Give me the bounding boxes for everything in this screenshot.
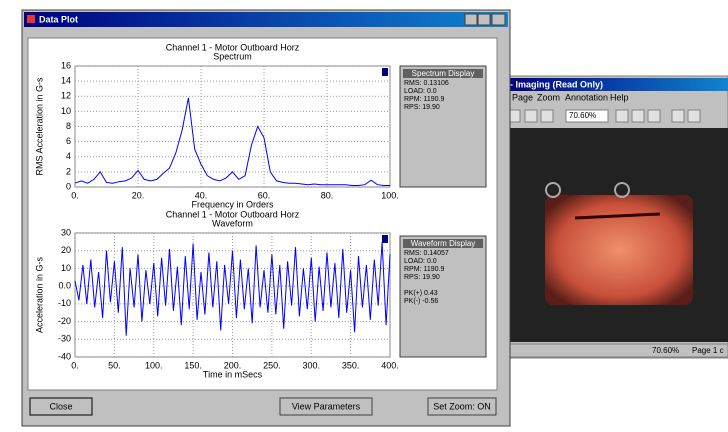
y-axis-label: RMS Acceleration in G-s — [34, 77, 44, 176]
menu-item[interactable]: Zoom — [537, 92, 560, 102]
menu-item[interactable]: Annotation — [565, 92, 608, 102]
y-tick-label: -20 — [58, 316, 71, 326]
x-tick-label: 80. — [321, 190, 334, 200]
minimize-button[interactable] — [465, 14, 477, 25]
button-label: View Parameters — [292, 401, 361, 411]
scroll-marker — [382, 235, 388, 243]
scroll-marker — [382, 68, 388, 76]
panel-line: PK(+) 0.43 — [404, 290, 438, 297]
y-tick-label: 0 — [66, 181, 71, 191]
image-content — [545, 195, 693, 305]
y-tick-label: -10 — [58, 298, 71, 308]
toolbar-button[interactable] — [525, 110, 537, 122]
window-title: Data Plot — [39, 14, 78, 24]
x-tick-label: 300. — [302, 360, 320, 370]
status-text: Page 1 c — [692, 346, 724, 355]
x-tick-label: 400. — [381, 360, 399, 370]
title-bar — [24, 12, 508, 27]
panel-line: RPM: 1190.9 — [404, 96, 444, 103]
app-icon — [27, 15, 35, 23]
panel-line: RPM: 1190.9 — [404, 266, 444, 273]
close-button[interactable] — [492, 14, 505, 25]
chart-subtitle: Waveform — [212, 218, 253, 228]
toolbar-button[interactable] — [616, 110, 628, 122]
panel-line: RPS: 19.90 — [404, 274, 440, 281]
window-title: - Imaging (Read Only) — [510, 79, 603, 89]
panel-line: RMS: 0.14057 — [404, 250, 449, 257]
panel-title: Spectrum Display — [412, 69, 475, 78]
y-tick-label: 0.0 — [58, 281, 71, 291]
x-tick-label: 100. — [381, 190, 399, 200]
zoom-value: 70.60% — [569, 111, 596, 120]
x-tick-label: 50. — [108, 360, 121, 370]
x-axis-label: Time in mSecs — [203, 369, 263, 379]
panel-line: LOAD: 0.0 — [404, 258, 437, 265]
status-text: 70.60% — [652, 346, 679, 355]
toolbar-button[interactable] — [672, 110, 684, 122]
panel-line: RPS: 19.90 — [404, 104, 440, 111]
x-tick-label: 0. — [71, 360, 79, 370]
panel-line: RMS: 0.13106 — [404, 80, 449, 87]
y-tick-label: 8 — [66, 121, 71, 131]
y-tick-label: 10 — [61, 263, 71, 273]
x-tick-label: 100. — [145, 360, 163, 370]
toolbar-button[interactable] — [541, 110, 553, 122]
panel-title: Waveform Display — [411, 239, 476, 248]
maximize-button[interactable] — [478, 14, 490, 25]
x-tick-label: 350. — [342, 360, 360, 370]
y-tick-label: 14 — [61, 76, 71, 86]
panel-line: LOAD: 0.0 — [404, 88, 437, 95]
y-axis-label: Acceleration in G-s — [34, 256, 44, 333]
x-tick-label: 150. — [184, 360, 202, 370]
x-tick-label: 20. — [132, 190, 145, 200]
y-tick-label: 2 — [66, 166, 71, 176]
y-tick-label: 12 — [61, 91, 71, 101]
toolbar-button[interactable] — [688, 110, 700, 122]
y-tick-label: -30 — [58, 334, 71, 344]
y-tick-label: 4 — [66, 151, 71, 161]
screen: - Imaging (Read Only) Page Zoom Annotati… — [0, 0, 728, 432]
panel-line: PK(-) -0.56 — [404, 298, 438, 305]
x-tick-label: 250. — [263, 360, 281, 370]
x-tick-label: 0. — [71, 190, 79, 200]
button-label: Close — [49, 401, 72, 411]
y-tick-label: 30 — [61, 227, 71, 237]
toolbar-button[interactable] — [632, 110, 644, 122]
y-tick-label: 20 — [61, 245, 71, 255]
y-tick-label: 6 — [66, 136, 71, 146]
y-tick-label: 10 — [61, 106, 71, 116]
x-axis-label: Frequency in Orders — [191, 199, 274, 209]
menu-item[interactable]: Page — [512, 92, 533, 102]
background-window: - Imaging (Read Only) Page Zoom Annotati… — [505, 76, 728, 358]
button-label: Set Zoom: ON — [433, 401, 491, 411]
toolbar-button[interactable] — [510, 110, 520, 122]
y-tick-label: 16 — [61, 60, 71, 70]
toolbar-button[interactable] — [648, 110, 660, 122]
menu-item[interactable]: Help — [610, 92, 629, 102]
chart-subtitle: Spectrum — [213, 51, 252, 61]
y-tick-label: -40 — [58, 351, 71, 361]
